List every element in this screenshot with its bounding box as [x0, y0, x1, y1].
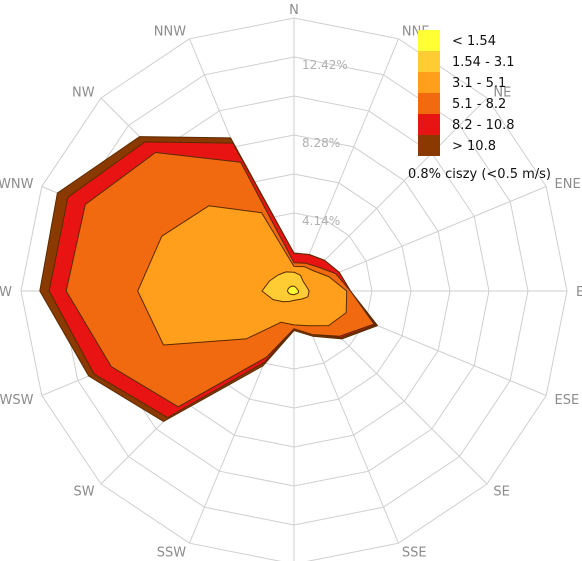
calm-note: 0.8% ciszy (<0.5 m/s) [408, 167, 551, 182]
ring-label: 8.28% [302, 136, 340, 150]
legend-label: 3.1 - 5.1 [452, 76, 506, 91]
legend-swatch [418, 72, 440, 93]
direction-label-sse: SSE [402, 546, 427, 561]
legend-label: 5.1 - 8.2 [452, 97, 506, 112]
direction-label-se: SE [493, 484, 509, 499]
direction-label-wsw: WSW [0, 393, 34, 408]
legend-label: < 1.54 [452, 34, 496, 49]
grid-ring [20, 17, 568, 561]
direction-label-nnw: NNW [154, 25, 186, 40]
legend-swatch [418, 93, 440, 114]
wind-petals [39, 136, 378, 422]
direction-label-ene: ENE [555, 177, 581, 192]
legend-swatch [418, 114, 440, 135]
grid-spoke [293, 38, 399, 292]
direction-label-ssw: SSW [157, 546, 187, 561]
wind-petal-1-54-3-1 [261, 271, 310, 303]
legend-swatch [418, 51, 440, 72]
direction-label-sw: SW [73, 484, 94, 499]
legend-label: 1.54 - 3.1 [452, 55, 515, 70]
ring-label: 12.42% [302, 58, 348, 72]
legend-swatch [418, 135, 440, 156]
legend-label: 8.2 - 10.8 [452, 118, 515, 133]
legend-swatch [418, 30, 440, 51]
grid-spoke [293, 97, 488, 292]
direction-label-nw: NW [72, 86, 95, 101]
direction-label-ne: NE [493, 86, 511, 101]
wind-petal--1-54 [286, 285, 300, 296]
ring-label: 4.14% [302, 214, 340, 228]
direction-labels: NNNENEENEEESESESSESSSWSWWSWWWNWNWNNW [0, 3, 582, 561]
legend: < 1.54 1.54 - 3.1 3.1 - 5.1 5.1 - 8.2 8.2 - … [408, 30, 551, 182]
direction-label-ese: ESE [555, 393, 580, 408]
ring-labels: 4.14% 8.28% 12.42% [302, 58, 348, 228]
direction-label-w: W [0, 285, 12, 300]
legend-label: > 10.8 [452, 139, 496, 154]
wind-petal-3-1-5-1 [137, 205, 348, 346]
direction-label-n: N [289, 3, 299, 18]
direction-label-e: E [576, 285, 582, 300]
direction-label-wnw: WNW [0, 177, 34, 192]
